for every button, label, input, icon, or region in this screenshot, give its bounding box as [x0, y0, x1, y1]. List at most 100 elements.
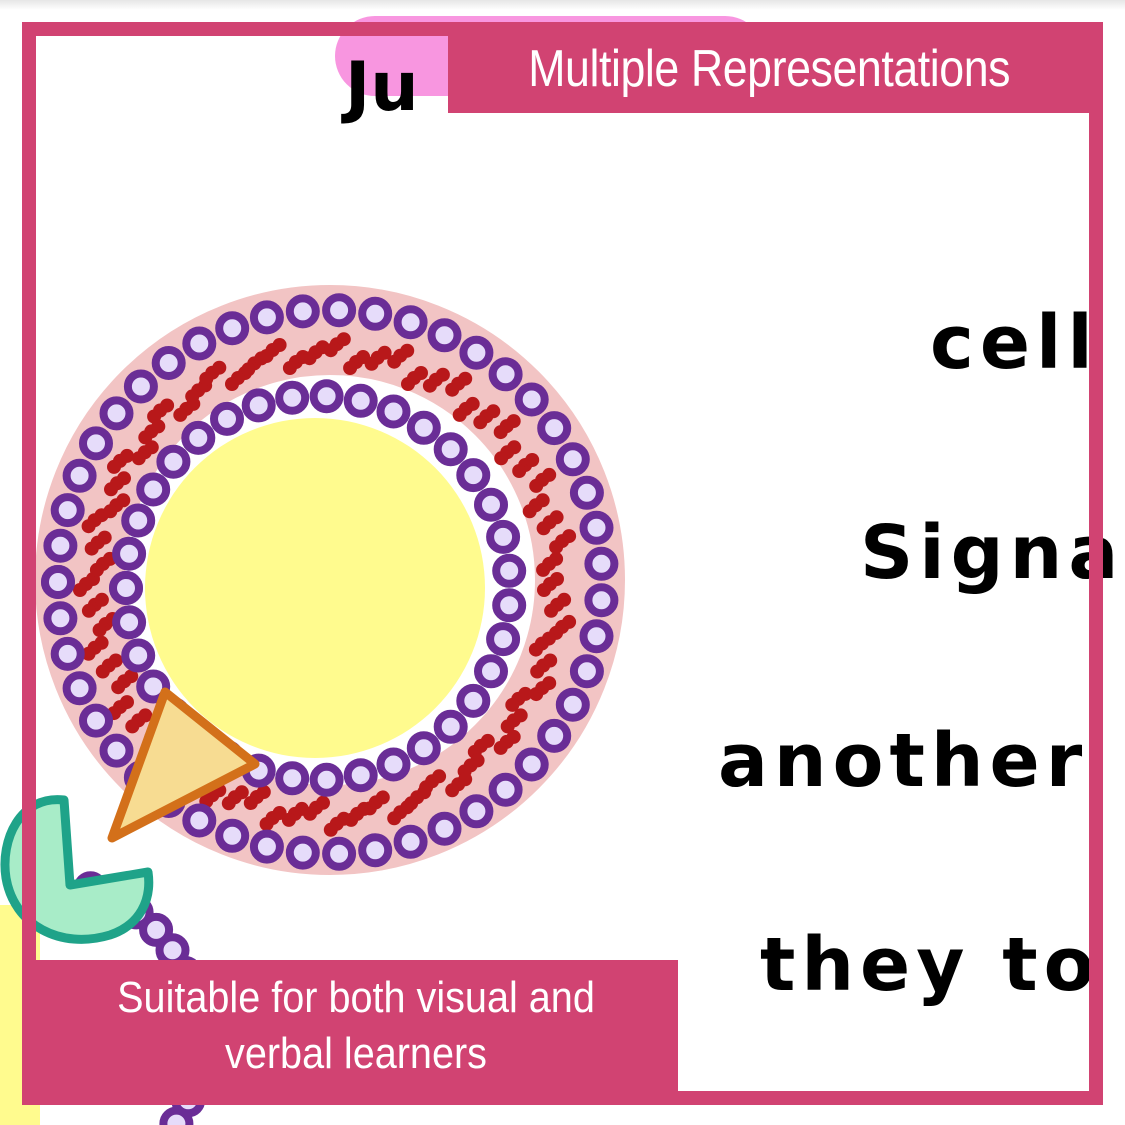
membrane-bead [584, 546, 619, 581]
protein-dot [117, 471, 131, 486]
membrane-bead [486, 622, 521, 657]
membrane-bead [156, 444, 191, 479]
protein-dot [562, 614, 577, 629]
protein-dot [272, 338, 287, 352]
membrane-bead [210, 401, 244, 436]
protein-dot [458, 371, 473, 386]
protein-dot [81, 646, 96, 661]
protein-dot [89, 562, 104, 577]
membrane-bead [322, 293, 357, 328]
protein-dot [542, 467, 557, 482]
membrane-bead [555, 687, 590, 722]
membrane-bead [99, 396, 134, 431]
protein-dot [81, 519, 96, 534]
protein-dot [120, 448, 134, 463]
membrane-bead [537, 718, 572, 753]
membrane-bead [433, 709, 468, 744]
protein-dot [147, 409, 162, 424]
protein-dot [282, 361, 297, 375]
membrane-bead [343, 758, 378, 793]
membrane-bead [182, 326, 217, 361]
protein-dot [529, 478, 544, 493]
membrane-bead [406, 731, 441, 766]
protein-dot [272, 806, 287, 820]
protein-dot [336, 332, 351, 347]
protein-dot [125, 719, 140, 734]
protein-dot [302, 351, 317, 366]
protein-dot [94, 635, 109, 650]
membrane-bead [433, 432, 468, 467]
membrane-bead [112, 605, 147, 640]
protein-dot [435, 367, 450, 382]
membrane-bead [488, 357, 523, 392]
membrane-bead [486, 519, 521, 554]
protein-dot [294, 801, 309, 816]
membrane-bead [181, 420, 216, 455]
membrane-bead [99, 733, 134, 768]
protein-dot [199, 371, 214, 386]
protein-dot [343, 361, 358, 375]
membrane-bead [427, 318, 462, 353]
protein-dot [528, 642, 543, 657]
membrane-bead [241, 388, 276, 423]
membrane-bead [393, 824, 428, 859]
protein-dot [445, 783, 460, 798]
protein-dot [518, 686, 533, 701]
triangle-ligand-icon [107, 687, 260, 843]
sketch-label: Ju [341, 48, 419, 127]
protein-dot [95, 664, 110, 679]
membrane-bead [62, 671, 97, 706]
protein-dot [131, 451, 146, 466]
protein-dot [316, 795, 330, 810]
protein-dot [513, 708, 528, 723]
protein-dot [124, 669, 139, 684]
protein-dot [401, 377, 415, 391]
membrane-bead [358, 833, 393, 868]
protein-dot [549, 540, 564, 555]
protein-dot [323, 822, 338, 837]
protein-dot [549, 510, 564, 525]
membrane-bead [456, 458, 491, 493]
protein-dot [225, 377, 239, 391]
protein-dot [387, 811, 402, 826]
protein-dot [537, 583, 551, 597]
membrane-bead [136, 669, 171, 704]
protein-dot [97, 530, 112, 545]
membrane-bead [50, 636, 85, 671]
protein-dot [387, 354, 402, 369]
membrane-bead [249, 300, 284, 335]
handwritten-word-another: another [718, 718, 1089, 804]
protein-dot [417, 785, 432, 800]
protein-dot [256, 785, 271, 799]
membrane-bead [275, 380, 310, 415]
protein-dot [486, 404, 501, 419]
protein-dot [73, 583, 87, 597]
protein-dot [120, 695, 134, 710]
protein-dot [493, 740, 508, 755]
protein-dot [470, 753, 485, 768]
membrane-bead [41, 565, 75, 599]
protein-dot [445, 382, 460, 397]
membrane-bead [537, 411, 572, 446]
membrane-bead [492, 588, 527, 623]
membrane-bead [215, 311, 250, 346]
membrane-bead [474, 487, 508, 522]
protein-dot [525, 453, 540, 467]
protein-dot [377, 345, 392, 360]
protein-dot [557, 592, 572, 607]
membrane-bead [121, 503, 156, 538]
top-edge [0, 0, 1125, 10]
protein-dot [323, 343, 338, 358]
protein-dot [432, 769, 447, 784]
handwritten-word-they: they to [760, 922, 1101, 1008]
membrane-bead [43, 528, 78, 563]
membrane-bead [456, 683, 491, 718]
protein-dot [562, 529, 577, 544]
receptor-icon [0, 795, 154, 944]
membrane-bead [285, 835, 320, 870]
membrane-bead [79, 426, 113, 461]
membrane-bead [285, 294, 320, 329]
protein-dot [506, 414, 521, 429]
protein-dot [541, 631, 556, 646]
